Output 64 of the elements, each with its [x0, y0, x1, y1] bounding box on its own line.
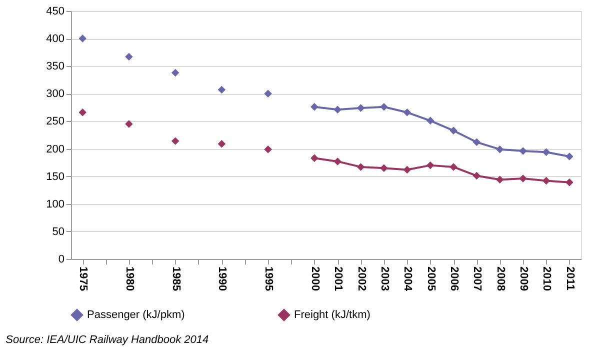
y-tick-label: 200 — [46, 143, 64, 156]
y-tick-label: 400 — [46, 33, 64, 46]
x-tick-label: 1975 — [77, 266, 90, 291]
point — [380, 164, 388, 172]
x-tick-label: 2008 — [494, 266, 506, 291]
point — [403, 166, 412, 174]
point — [426, 116, 434, 125]
point — [310, 154, 318, 162]
y-tick-label: 150 — [46, 170, 64, 183]
point — [125, 120, 133, 128]
point — [566, 178, 574, 186]
point — [334, 106, 342, 114]
x-tick-label: 2005 — [424, 266, 437, 291]
point — [566, 152, 574, 160]
point — [218, 140, 226, 148]
x-tick-label: 1985 — [170, 266, 182, 291]
legend-label: Freight (kJ/tkm) — [294, 309, 370, 321]
point — [403, 108, 412, 116]
point — [356, 104, 365, 112]
x-tick-label: 2001 — [332, 266, 344, 291]
point — [450, 126, 458, 134]
x-tick-label: 1980 — [123, 266, 136, 291]
point — [496, 176, 504, 184]
point — [519, 147, 527, 155]
y-tick-label: 0 — [58, 254, 64, 266]
point — [356, 163, 365, 171]
x-tick-label: 2007 — [471, 266, 484, 291]
source-note: Source: IEA/UIC Railway Handbook 2014 — [6, 334, 209, 346]
point — [426, 161, 434, 170]
point — [472, 172, 481, 180]
legend-label: Passenger (kJ/pkm) — [87, 309, 185, 321]
point — [519, 174, 527, 182]
x-tick-label: 2006 — [448, 266, 460, 291]
y-tick-label: 450 — [46, 6, 64, 18]
point — [472, 138, 481, 146]
point — [310, 103, 318, 111]
x-tick-label: 2010 — [540, 266, 553, 291]
x-tick-label: 2003 — [378, 266, 390, 291]
y-tick-label: 350 — [46, 60, 64, 73]
point — [218, 86, 226, 94]
point — [542, 148, 550, 156]
point — [78, 34, 86, 42]
y-tick-label: 50 — [52, 226, 64, 238]
x-tick-label: 1995 — [262, 266, 275, 291]
point — [380, 103, 388, 111]
point — [450, 163, 458, 171]
y-tick-label: 250 — [46, 116, 64, 128]
point — [171, 68, 180, 77]
point — [264, 90, 272, 98]
point — [171, 137, 180, 145]
x-tick-label: 2002 — [355, 266, 368, 291]
x-tick-label: 2004 — [402, 266, 414, 292]
y-tick-label: 100 — [46, 198, 64, 210]
x-tick-label: 2000 — [308, 266, 321, 291]
x-tick-label: 2009 — [518, 266, 530, 291]
point — [125, 52, 133, 61]
x-tick-label: 1990 — [216, 266, 228, 291]
y-tick-label: 300 — [46, 88, 64, 100]
x-tick-label: 2011 — [564, 266, 576, 290]
point — [78, 108, 86, 116]
point — [542, 176, 550, 185]
point — [496, 145, 504, 154]
point — [264, 145, 272, 154]
point — [334, 158, 342, 166]
